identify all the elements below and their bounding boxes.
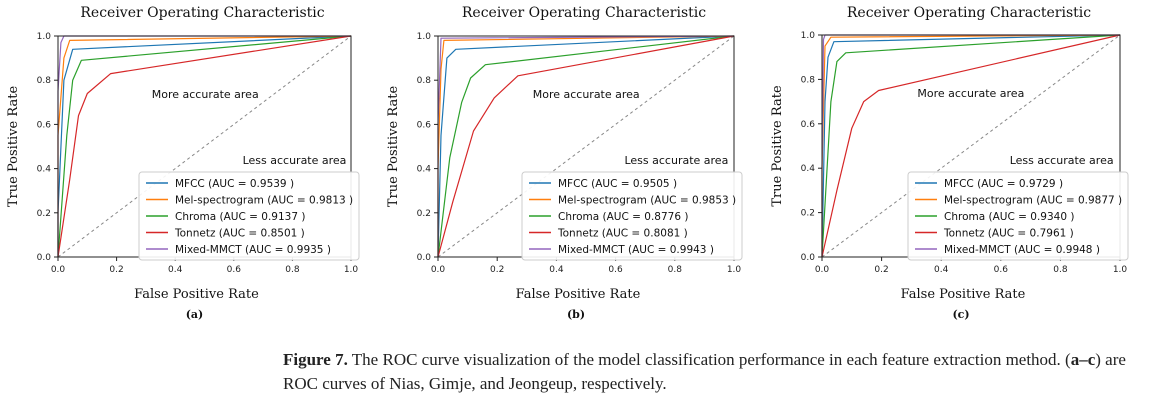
panel-label: (b)	[567, 308, 585, 321]
legend-entry: Tonnetz (AUC = 0.8081 )	[557, 228, 688, 240]
roc-curve-1	[437, 35, 735, 258]
chart-title: Receiver Operating Characteristic	[80, 5, 324, 21]
y-tick-label: 0.0	[801, 253, 816, 263]
x-tick-label: 0.8	[285, 265, 300, 275]
legend-entry: MFCC (AUC = 0.9539 )	[175, 178, 294, 190]
x-tick-label: 0.2	[490, 265, 504, 275]
roc-curve-3	[821, 34, 1121, 258]
legend: MFCC (AUC = 0.9729 ) Mel-spectrogram (AUC…	[907, 171, 1129, 261]
more-accurate-annotation: More accurate area	[917, 87, 1024, 100]
x-tick-label: 0.6	[994, 265, 1009, 275]
caption-text-before: The ROC curve visualization of the model…	[347, 350, 1071, 369]
roc-curve-3	[437, 35, 735, 258]
chart-title: Receiver Operating Characteristic	[847, 5, 1091, 21]
caption-label: Figure 7.	[283, 350, 348, 369]
y-tick-label: 0.0	[417, 253, 432, 263]
legend-entry: Mel-spectrogram (AUC = 0.9813 )	[175, 195, 353, 207]
chance-diagonal-line	[57, 35, 352, 258]
legend-entry: Mel-spectrogram (AUC = 0.9853 )	[558, 195, 736, 207]
legend-box	[138, 171, 360, 261]
y-tick-label: 0.8	[801, 75, 816, 85]
y-tick-label: 0.2	[417, 209, 431, 219]
y-tick-label: 0.8	[37, 76, 52, 86]
legend-entry: Mixed-MMCT (AUC = 0.9943 )	[558, 244, 714, 256]
less-accurate-annotation: Less accurate area	[624, 154, 728, 167]
x-axis-label: False Positive Rate	[516, 287, 641, 302]
legend-entry: MFCC (AUC = 0.9729 )	[944, 178, 1063, 190]
roc-panel-3: Receiver Operating Characteristic 0.0 0.2 0…	[770, 5, 1129, 321]
y-tick-label: 0.4	[417, 165, 432, 175]
panel-label: (a)	[186, 308, 204, 321]
x-tick-label: 0.4	[168, 265, 183, 275]
legend-entry: Chroma (AUC = 0.9137 )	[175, 211, 305, 223]
y-tick-label: 0.4	[37, 165, 52, 175]
legend-entry: Tonnetz (AUC = 0.8501 )	[174, 228, 305, 240]
legend-box	[907, 171, 1129, 261]
legend-entry: Mixed-MMCT (AUC = 0.9948 )	[944, 244, 1100, 256]
legend: MFCC (AUC = 0.9505 ) Mel-spectrogram (AUC…	[521, 171, 743, 261]
y-tick-label: 0.6	[801, 120, 816, 130]
roc-panel-2: Receiver Operating Characteristic 0.0 0.2 0…	[386, 5, 743, 321]
legend-entry: Chroma (AUC = 0.9340 )	[944, 211, 1074, 223]
caption-text-after: ) are ROC curves of Nias, Gimje, and Jeo…	[283, 350, 1126, 393]
y-axis-label: True Positive Rate	[770, 85, 785, 207]
x-tick-label: 0.8	[668, 265, 683, 275]
figure-panels: Receiver Operating Characteristic 0.0 0.2 0…	[6, 5, 1129, 321]
y-tick-label: 0.2	[801, 209, 815, 219]
y-tick-label: 0.6	[37, 120, 52, 130]
x-axis-label: False Positive Rate	[901, 287, 1026, 302]
panel-label: (c)	[952, 308, 969, 321]
legend: MFCC (AUC = 0.9539 ) Mel-spectrogram (AUC…	[138, 171, 360, 261]
x-tick-label: 0.0	[815, 265, 830, 275]
x-tick-label: 0.8	[1053, 265, 1068, 275]
x-tick-label: 0.4	[934, 265, 949, 275]
y-tick-label: 0.6	[417, 120, 432, 130]
less-accurate-annotation: Less accurate area	[243, 154, 347, 167]
roc-curve-4	[437, 35, 735, 258]
chance-diagonal-line	[821, 34, 1121, 258]
y-tick-label: 0.8	[417, 76, 432, 86]
y-tick-label: 1.0	[37, 32, 52, 42]
x-tick-label: 0.6	[227, 265, 242, 275]
chart-title: Receiver Operating Characteristic	[462, 5, 706, 21]
y-tick-label: 0.4	[801, 164, 816, 174]
legend-entry: Mel-spectrogram (AUC = 0.9877 )	[944, 195, 1122, 207]
x-tick-label: 0.2	[109, 265, 123, 275]
more-accurate-annotation: More accurate area	[152, 88, 259, 101]
y-tick-label: 0.0	[37, 253, 52, 263]
roc-curve-3	[57, 35, 352, 258]
y-tick-label: 1.0	[417, 32, 432, 42]
legend-entry: MFCC (AUC = 0.9505 )	[558, 178, 677, 190]
legend-box	[521, 171, 743, 261]
x-tick-label: 0.2	[874, 265, 888, 275]
roc-curve-1	[821, 34, 1121, 258]
figure-caption: Figure 7. The ROC curve visualization of…	[283, 348, 1143, 396]
legend-entry: Tonnetz (AUC = 0.7961 )	[943, 228, 1074, 240]
more-accurate-annotation: More accurate area	[533, 88, 640, 101]
x-tick-label: 1.0	[344, 265, 359, 275]
roc-curve-4	[57, 35, 352, 258]
x-tick-label: 1.0	[1113, 265, 1128, 275]
legend-entry: Chroma (AUC = 0.8776 )	[558, 211, 688, 223]
roc-panel-1: Receiver Operating Characteristic 0.0 0.2 0…	[6, 5, 360, 321]
x-tick-label: 0.6	[608, 265, 623, 275]
x-tick-label: 0.0	[431, 265, 446, 275]
chance-diagonal-line	[437, 35, 735, 258]
x-axis-label: False Positive Rate	[134, 287, 259, 302]
legend-entry: Mixed-MMCT (AUC = 0.9935 )	[175, 244, 331, 256]
y-axis-label: True Positive Rate	[6, 86, 21, 208]
less-accurate-annotation: Less accurate area	[1010, 154, 1114, 167]
x-tick-label: 1.0	[727, 265, 742, 275]
x-tick-label: 0.0	[51, 265, 66, 275]
y-tick-label: 0.2	[37, 209, 51, 219]
y-tick-label: 1.0	[801, 31, 816, 41]
x-tick-label: 0.4	[549, 265, 564, 275]
roc-curve-4	[821, 34, 1121, 258]
caption-bold-range: a–c	[1070, 350, 1096, 369]
y-axis-label: True Positive Rate	[386, 86, 401, 208]
